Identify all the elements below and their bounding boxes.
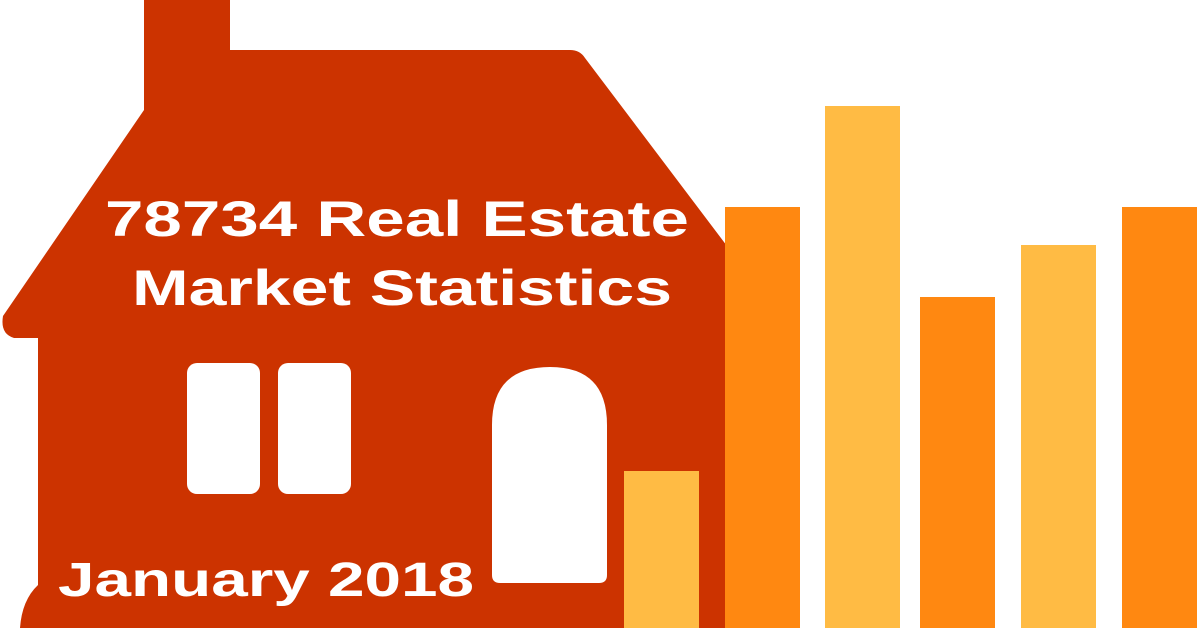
bar-2 [725,207,800,628]
door [492,367,607,583]
bar-3 [825,106,900,628]
title-line-1: 78734 Real Estate [105,191,689,247]
window-right [278,363,351,494]
bar-4 [920,297,995,628]
bar-5 [1021,245,1096,628]
window-left [187,363,260,494]
bar-6 [1122,207,1197,628]
bar-1 [624,471,699,628]
title-line-2: Market Statistics [132,260,672,316]
house-icon [2,0,731,628]
date-label: January 2018 [58,554,474,607]
bar-chart-graphic [624,106,1197,628]
